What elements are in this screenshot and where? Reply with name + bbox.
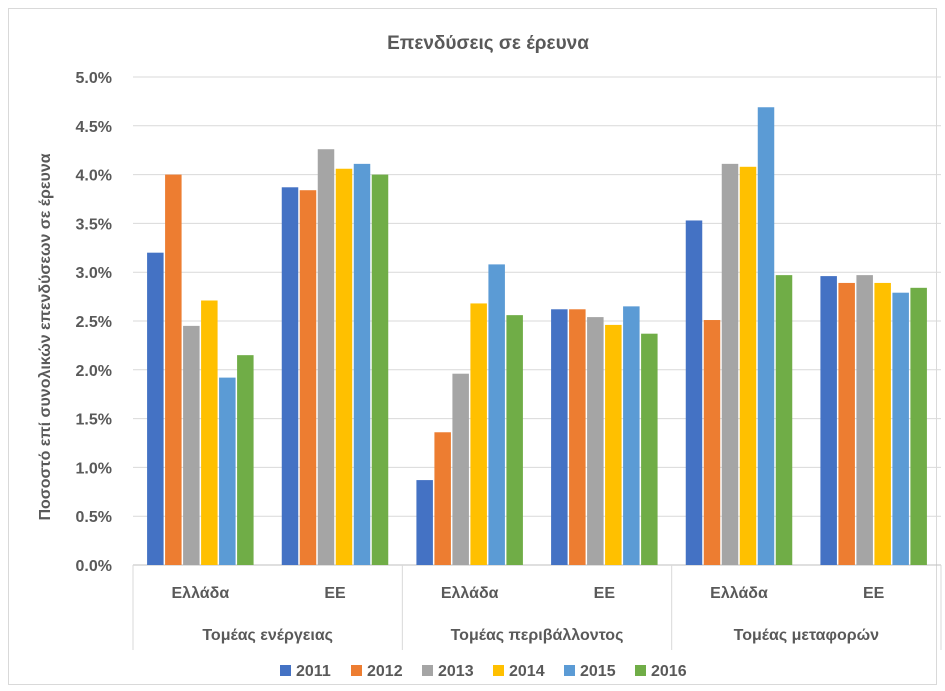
legend-swatch bbox=[564, 665, 575, 676]
bar-2012 bbox=[569, 309, 586, 565]
bar-2012 bbox=[703, 320, 721, 565]
x-category-label: Ελλάδα bbox=[172, 585, 230, 602]
x-group-label: Τομέας μεταφορών bbox=[734, 627, 880, 644]
bar-2012 bbox=[434, 432, 451, 565]
bar-2011 bbox=[281, 187, 299, 565]
bar-2015 bbox=[353, 163, 371, 565]
bar-2011 bbox=[820, 276, 837, 565]
legend-label: 2014 bbox=[509, 663, 545, 680]
bar-2016 bbox=[506, 315, 523, 565]
y-tick-label: 3.0% bbox=[76, 265, 112, 282]
legend-swatch bbox=[493, 665, 504, 676]
bar-2015 bbox=[623, 306, 640, 565]
y-axis-label: Ποσοστό επί συνολικών επενδύσεων σε έρευ… bbox=[37, 153, 54, 520]
bar-2012 bbox=[838, 282, 855, 565]
bar-2016 bbox=[775, 275, 793, 565]
bars bbox=[147, 107, 927, 566]
bar-2014 bbox=[470, 303, 487, 565]
bar-2013 bbox=[721, 163, 739, 565]
y-tick-label: 4.0% bbox=[76, 168, 112, 185]
bar-2016 bbox=[371, 174, 389, 565]
y-axis-ticks: 0.0% 0.5% 1.0% 1.5% 2.0% 2.5% 3.0% 3.5% 4.0% 4.5%… bbox=[76, 70, 112, 575]
bar-2012 bbox=[299, 190, 317, 565]
bar-2016 bbox=[641, 333, 658, 565]
legend-label: 2015 bbox=[580, 663, 616, 680]
legend-swatch bbox=[280, 665, 291, 676]
y-tick-label: 0.5% bbox=[76, 509, 112, 526]
legend-label: 2013 bbox=[438, 663, 474, 680]
x-category-label: ΕΕ bbox=[863, 585, 885, 602]
y-tick-label: 1.5% bbox=[76, 412, 112, 429]
legend-label: 2012 bbox=[367, 663, 403, 680]
bar-2014 bbox=[874, 282, 891, 565]
legend-label: 2016 bbox=[651, 663, 687, 680]
legend-label: 2011 bbox=[296, 663, 331, 680]
bar-2013 bbox=[587, 317, 604, 565]
bar-2015 bbox=[219, 377, 236, 565]
y-tick-label: 4.5% bbox=[76, 119, 112, 136]
x-category-label: ΕΕ bbox=[594, 585, 616, 602]
bar-2011 bbox=[147, 252, 164, 565]
y-tick-label: 2.5% bbox=[76, 314, 112, 331]
y-tick-label: 2.0% bbox=[76, 363, 112, 380]
legend-swatch bbox=[635, 665, 646, 676]
x-group-label: Τομέας ενέργειας bbox=[202, 627, 333, 644]
bar-2011 bbox=[416, 480, 433, 565]
x-category-label: Ελλάδα bbox=[441, 585, 499, 602]
bar-2011 bbox=[685, 220, 703, 566]
x-category-label: Ελλάδα bbox=[710, 585, 768, 602]
legend-swatch bbox=[351, 665, 362, 676]
bar-2015 bbox=[488, 264, 505, 565]
bar-2014 bbox=[201, 300, 218, 565]
gridlines bbox=[133, 76, 941, 566]
bar-2016 bbox=[910, 287, 927, 565]
bar-2013 bbox=[317, 149, 335, 565]
bar-2012 bbox=[165, 174, 182, 565]
legend[interactable]: 2011 2012 2013 2014 2015 2016 bbox=[280, 663, 687, 680]
y-tick-label: 0.0% bbox=[76, 558, 112, 575]
bar-2013 bbox=[183, 325, 200, 565]
bar-2014 bbox=[605, 324, 622, 565]
y-tick-label: 5.0% bbox=[76, 70, 112, 87]
y-tick-label: 3.5% bbox=[76, 216, 112, 233]
x-group-label: Τομέας περιβάλλοντος bbox=[451, 627, 624, 644]
bar-2014 bbox=[739, 166, 757, 566]
x-category-label: ΕΕ bbox=[324, 585, 346, 602]
chart-title: Επενδύσεις σε έρευνα bbox=[387, 33, 589, 54]
bar-2014 bbox=[335, 168, 353, 565]
bar-2016 bbox=[237, 355, 254, 565]
x-axis-categories: Ελλάδα ΕΕ Ελλάδα ΕΕ Ελλάδα ΕΕ Τομέας ενέργειας… bbox=[132, 565, 942, 650]
legend-swatch bbox=[422, 665, 433, 676]
bar-2011 bbox=[551, 309, 568, 565]
bar-2015 bbox=[892, 292, 909, 565]
bar-2013 bbox=[452, 373, 469, 565]
bar-2013 bbox=[856, 275, 873, 565]
y-tick-label: 1.0% bbox=[76, 460, 112, 477]
bar-2015 bbox=[757, 107, 775, 566]
